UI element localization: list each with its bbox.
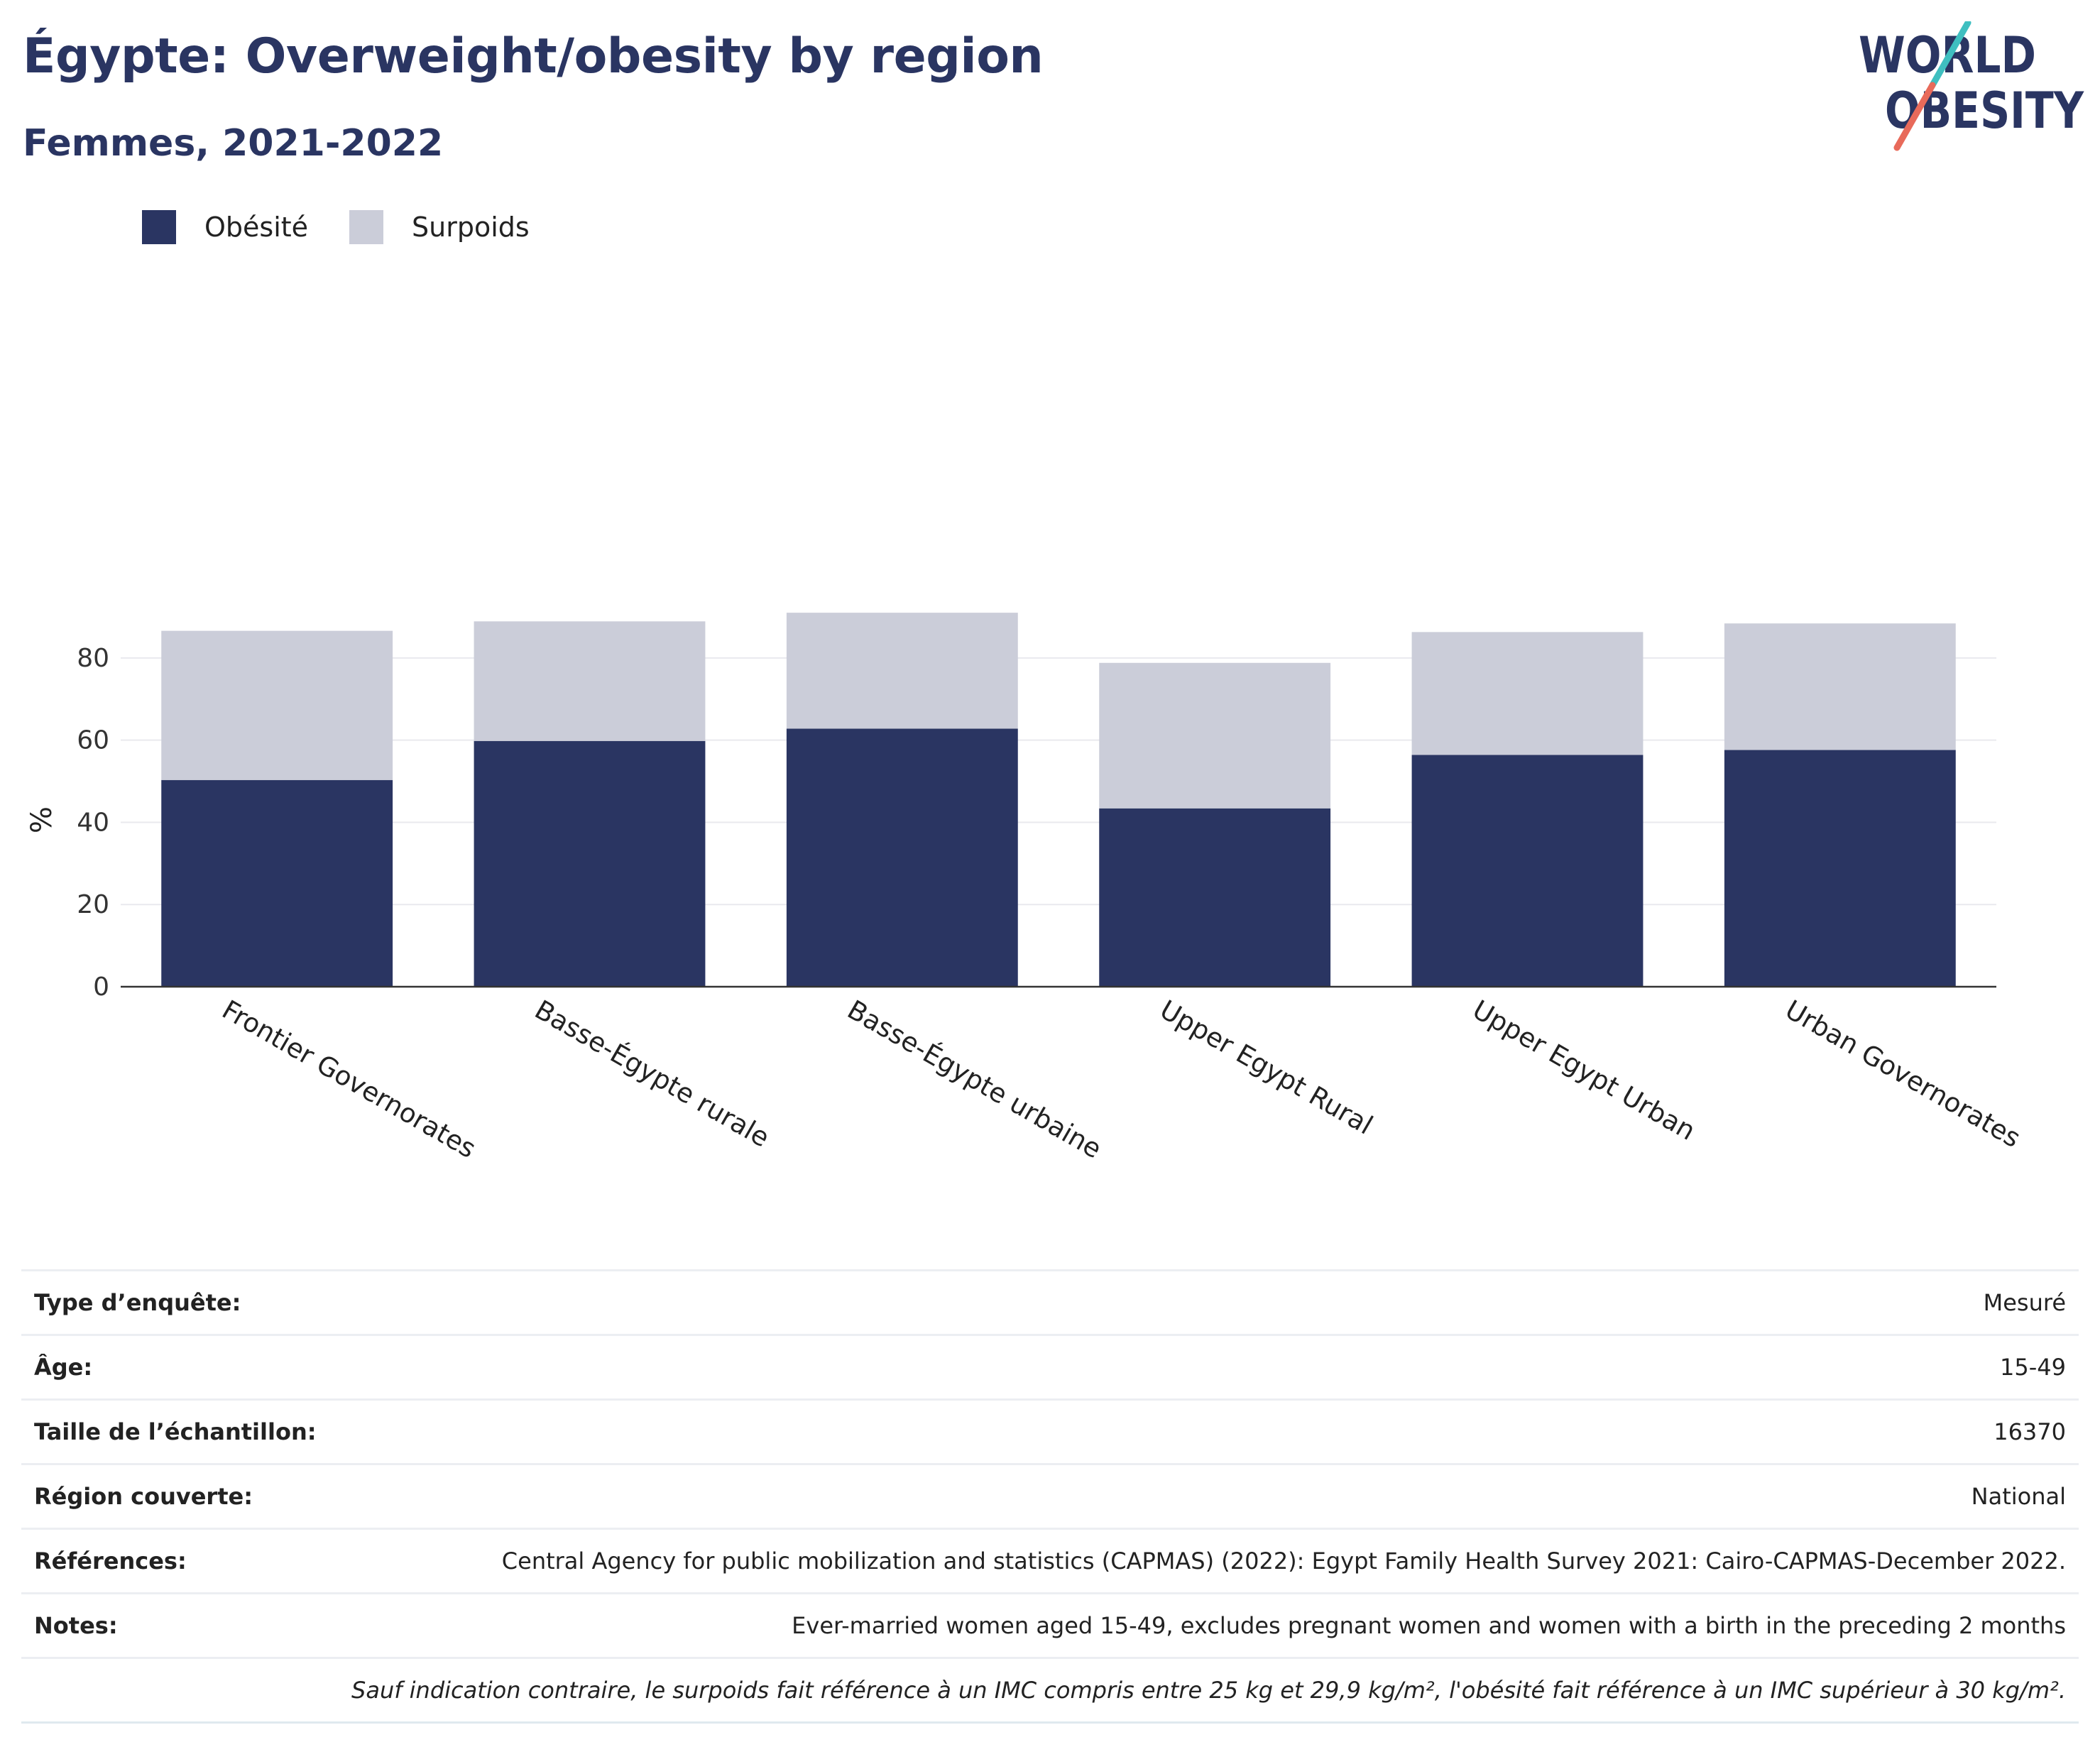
chart-title: Égypte: Overweight/obesity by region [23, 28, 1044, 84]
legend-label-obesite: Obésité [204, 212, 309, 243]
info-key: Taille de l’échantillon: [21, 1398, 416, 1464]
survey-info-table: Type d’enquête: Mesuré Âge: 15-49 Taille… [21, 1269, 2079, 1724]
bar-surpoids [1411, 632, 1644, 755]
info-key: Références: [21, 1528, 416, 1594]
legend-swatch-obesite [142, 210, 176, 244]
logo-slash-bottom [1893, 82, 1936, 151]
y-tick-label: 0 [93, 973, 109, 1002]
info-row-notes: Notes: Ever-married women aged 15-49, ex… [21, 1592, 2079, 1658]
info-row-survey-type: Type d’enquête: Mesuré [21, 1269, 2079, 1335]
info-row-sample-size: Taille de l’échantillon: 16370 [21, 1398, 2079, 1464]
y-tick-label: 40 [77, 808, 109, 837]
x-category-label: Upper Egypt Urban [1467, 995, 1700, 1146]
bar-obesite [1724, 750, 1956, 987]
bar-surpoids [161, 630, 393, 780]
info-value: Ever-married women aged 15-49, excludes … [416, 1592, 2079, 1658]
x-category-label: Frontier Governorates [217, 995, 481, 1165]
y-tick-label: 80 [77, 644, 109, 673]
logo-slash-top [1929, 21, 1972, 89]
info-value: National [416, 1463, 2079, 1529]
info-row-age: Âge: 15-49 [21, 1334, 2079, 1400]
bmi-footnote: Sauf indication contraire, le surpoids f… [21, 1657, 2079, 1724]
bar-obesite [786, 728, 1018, 987]
bar-surpoids [1724, 623, 1956, 750]
info-value: Central Agency for public mobilization a… [416, 1528, 2079, 1594]
x-category-label: Upper Egypt Rural [1155, 995, 1378, 1141]
info-value: Mesuré [416, 1269, 2079, 1335]
info-value: 16370 [416, 1398, 2079, 1464]
y-tick-label: 60 [77, 726, 109, 755]
info-row-references: Références: Central Agency for public mo… [21, 1528, 2079, 1594]
legend-swatch-surpoids [349, 210, 384, 244]
info-row-footnote: Sauf indication contraire, le surpoids f… [21, 1657, 2079, 1724]
bar-obesite [1411, 755, 1644, 987]
info-key: Type d’enquête: [21, 1269, 416, 1335]
info-key: Âge: [21, 1334, 416, 1400]
x-category-label: Basse-Égypte rurale [530, 994, 775, 1154]
y-axis-label: % [26, 806, 58, 833]
bar-obesite [474, 740, 706, 987]
legend-item-obesite[interactable]: Obésité [142, 210, 308, 244]
info-key: Région couverte: [21, 1463, 416, 1529]
info-value: 15-49 [416, 1334, 2079, 1400]
x-category-label: Basse-Égypte urbaine [842, 994, 1107, 1165]
info-key: Notes: [21, 1592, 416, 1658]
chart-legend: Obésité Surpoids [142, 210, 571, 244]
bar-surpoids [786, 613, 1018, 729]
x-category-label: Urban Governorates [1780, 995, 2025, 1154]
bar-obesite [1099, 808, 1331, 987]
bar-surpoids [474, 621, 706, 741]
legend-item-surpoids[interactable]: Surpoids [349, 210, 530, 244]
bar-surpoids [1099, 662, 1331, 809]
y-tick-label: 20 [77, 890, 109, 919]
bar-obesite [161, 779, 393, 987]
world-obesity-logo: WORLD OBESITY [1859, 21, 2084, 151]
chart-subtitle: Femmes, 2021-2022 [23, 122, 444, 165]
legend-label-surpoids: Surpoids [412, 212, 530, 243]
info-row-region: Région couverte: National [21, 1463, 2079, 1529]
stacked-bar-chart: 0 20 40 60 80% Frontier Governorates Basse-Égy… [26, 613, 2025, 1165]
